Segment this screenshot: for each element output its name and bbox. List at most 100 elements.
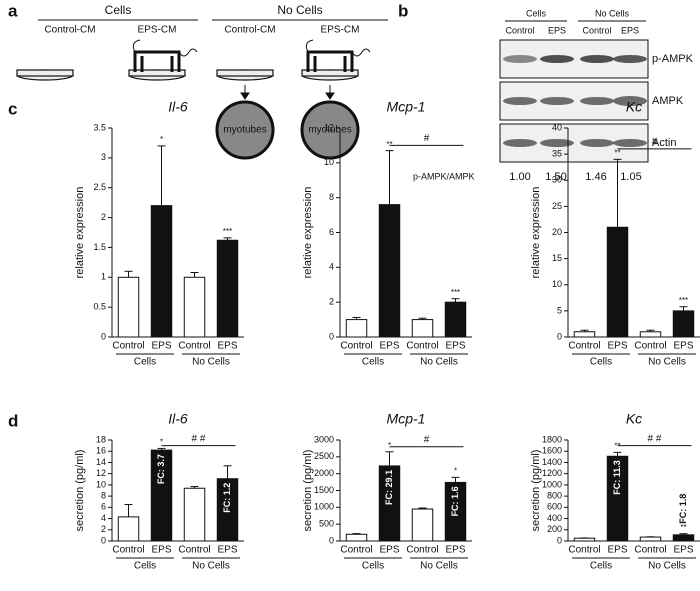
band	[580, 55, 614, 63]
y-tick-label: 1200	[542, 468, 562, 478]
bar	[216, 478, 239, 542]
y-tick-label: 0	[329, 331, 334, 341]
x-tick-label: Control	[634, 341, 666, 352]
x-tick-label: EPS	[607, 545, 627, 556]
bar	[444, 481, 467, 542]
arrows	[240, 85, 335, 100]
bracket-label: # #	[192, 433, 206, 444]
x-tick-label: Control	[340, 341, 372, 352]
band-label: Actin	[652, 137, 676, 149]
y-tick-label: 2	[329, 297, 334, 307]
ratio-label: p-AMPK/AMPK	[413, 171, 475, 181]
y-tick-label: 16	[96, 446, 106, 456]
bar	[378, 465, 401, 542]
bar	[183, 487, 206, 542]
x-tick-label: Control	[634, 545, 666, 556]
band	[503, 55, 537, 63]
x-tick-label: Control	[406, 341, 438, 352]
y-tick-label: 1500	[314, 485, 334, 495]
y-tick-label: 12	[96, 468, 106, 478]
group-label: No Cells	[648, 357, 686, 368]
y-tick-label: 18	[96, 434, 106, 444]
band	[580, 139, 614, 147]
myotube-well	[215, 100, 275, 160]
condition-label: EPS-CM	[138, 25, 177, 36]
chart-title: Mcp-1	[387, 411, 426, 427]
y-tick-label: 1800	[542, 434, 562, 444]
y-tick-label: 3.5	[93, 122, 106, 132]
y-tick-label: 10	[552, 279, 562, 289]
bar	[150, 205, 173, 338]
x-tick-label: EPS	[151, 545, 171, 556]
bar-label: FC: 29.1	[384, 470, 394, 505]
bracket-label: # #	[648, 433, 662, 444]
chart-title: Il-6	[168, 411, 188, 427]
y-tick-label: 20	[552, 227, 562, 237]
significance: *	[454, 466, 457, 475]
y-tick-label: 5	[557, 305, 562, 315]
dishes	[16, 69, 359, 81]
bar	[183, 276, 206, 338]
chart-title: Kc	[626, 411, 642, 427]
bar	[606, 226, 629, 338]
band	[540, 55, 574, 63]
panel-label: c	[8, 99, 17, 118]
chart-title: Il-6	[168, 99, 188, 115]
x-tick-label: EPS	[151, 341, 171, 352]
y-tick-label: 200	[547, 524, 562, 534]
x-tick-label: Control	[406, 545, 438, 556]
y-tick-label: 2.5	[93, 182, 106, 192]
x-tick-label: Control	[178, 545, 210, 556]
y-tick-label: 8	[101, 490, 106, 500]
group-label: Cells	[362, 561, 384, 572]
significance: ***	[451, 288, 460, 297]
y-tick-label: 3	[101, 152, 106, 162]
x-tick-label: EPS	[607, 341, 627, 352]
significance: ***	[223, 227, 232, 236]
y-axis-label: relative expression	[302, 187, 314, 279]
bar	[150, 449, 173, 542]
electrodes	[133, 50, 354, 72]
y-tick-label: 1000	[542, 479, 562, 489]
group-label: No Cells	[595, 8, 630, 18]
y-tick-label: 2000	[314, 468, 334, 478]
y-tick-label: 0.5	[93, 302, 106, 312]
bar	[411, 319, 434, 338]
chart-title: Kc	[626, 99, 642, 115]
y-tick-label: 1400	[542, 457, 562, 467]
chart-title: Mcp-1	[387, 99, 426, 115]
significance: **	[614, 148, 620, 157]
ratio-value: 1.46	[585, 171, 606, 183]
bar-label: FC: 3.7	[156, 454, 166, 484]
x-tick-label: EPS	[445, 545, 465, 556]
y-tick-label: 800	[547, 490, 562, 500]
group-label: Cells	[362, 357, 384, 368]
significance: **	[386, 140, 392, 149]
significance: *	[160, 135, 163, 144]
group-label: No Cells	[192, 561, 230, 572]
bar	[639, 331, 662, 338]
x-tick-label: Control	[568, 341, 600, 352]
group-label: Cells	[134, 357, 156, 368]
y-tick-label: 0	[329, 535, 334, 545]
myotube-label: myotubes	[308, 125, 351, 136]
bar	[444, 301, 467, 338]
y-axis-label: secretion (pg/ml)	[74, 450, 86, 532]
y-tick-label: 400	[547, 513, 562, 523]
group-label: Cells	[526, 8, 547, 18]
y-tick-label: 14	[96, 457, 106, 467]
group-label: No Cells	[420, 357, 458, 368]
significance: ***	[679, 296, 688, 305]
y-tick-label: 2	[101, 212, 106, 222]
y-axis-label: secretion (pg/ml)	[302, 450, 314, 532]
x-tick-label: EPS	[217, 545, 237, 556]
y-tick-label: 15	[552, 253, 562, 263]
group-label: Cells	[590, 357, 612, 368]
bar	[639, 536, 662, 542]
y-tick-label: 6	[329, 227, 334, 237]
bracket-label: #	[652, 137, 658, 148]
y-tick-label: 35	[552, 149, 562, 159]
bar	[606, 455, 629, 542]
bar	[672, 310, 695, 338]
y-tick-label: 3000	[314, 434, 334, 444]
